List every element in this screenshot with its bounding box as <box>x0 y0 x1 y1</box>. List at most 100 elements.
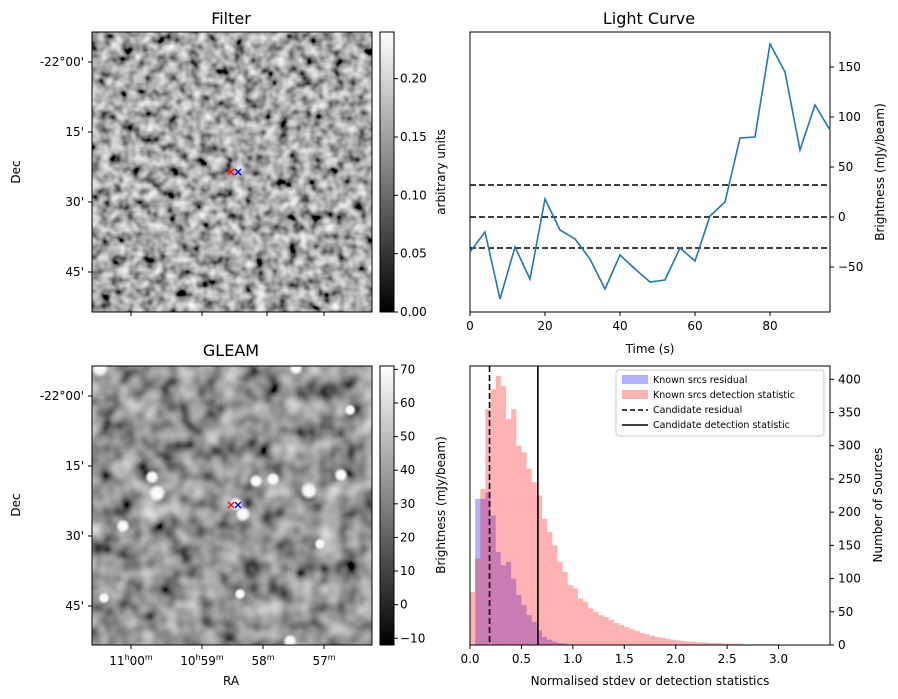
histogram-bar <box>732 643 738 645</box>
gleam-panel: GLEAM -22°00' 15' 30' 45' 11h00m 10h59m 58m 57… <box>9 341 448 688</box>
histogram-bar <box>603 617 609 645</box>
histogram-bar <box>531 621 537 645</box>
gleam-colorbar <box>379 365 395 646</box>
legend-label-residual: Known srcs residual <box>653 375 747 386</box>
dec-tick-label: -22°00' <box>40 389 84 403</box>
histogram-bar <box>536 495 542 645</box>
histogram-bar <box>655 637 661 645</box>
lightcurve-xlabel: Time (s) <box>625 342 675 356</box>
histogram-bar <box>475 498 481 645</box>
gleam-source-blob <box>98 592 110 604</box>
histogram-bar <box>608 619 614 645</box>
histogram-bar <box>500 565 506 645</box>
histogram-bar <box>490 389 496 645</box>
legend-label-candidate-residual: Candidate residual <box>653 405 742 416</box>
lightcurve-x-tick-label: 40 <box>612 319 627 333</box>
gleam-frame <box>91 365 373 646</box>
gleam-source-blob <box>344 404 356 416</box>
colorbar-tick-label: 30 <box>400 497 415 511</box>
histogram-y-tick-label: 200 <box>838 505 861 519</box>
histogram-bar <box>665 639 671 645</box>
histogram-bar <box>619 625 625 645</box>
histogram-bar <box>475 558 481 645</box>
histogram-bar <box>634 631 640 645</box>
histogram-bar <box>639 633 645 645</box>
dec-tick-label: 15' <box>65 125 84 139</box>
lightcurve-threshold-lines <box>470 184 830 249</box>
legend-swatch-detection <box>622 390 648 399</box>
histogram-y-tick-label: 0 <box>838 638 846 652</box>
histogram-bar <box>629 629 635 645</box>
filter-ylabel: Dec <box>9 160 23 183</box>
histogram-legend: Known srcs residual Known srcs detection… <box>615 369 825 437</box>
histogram-x-tick-label: 1.0 <box>563 652 582 666</box>
histogram-bar <box>480 498 486 645</box>
colorbar-tick-label: 0 <box>400 598 408 612</box>
gleam-ylabel: Dec <box>9 493 23 516</box>
lightcurve-panel: Light Curve 0 20 40 60 80 −50 0 50 100 150 Time … <box>466 9 887 356</box>
histogram-y-tick-label: 350 <box>838 406 861 420</box>
histogram-bar <box>506 561 512 645</box>
histogram-bar <box>701 642 707 645</box>
histogram-y-tick-label: 100 <box>838 572 861 586</box>
histogram-bar <box>480 488 486 645</box>
histogram-bar <box>536 630 542 645</box>
histogram-x-tick-label: 1.5 <box>615 652 634 666</box>
lightcurve-y-tick-label: 0 <box>838 210 846 224</box>
gleam-source-blob <box>148 484 166 502</box>
lightcurve-y-ticks: −50 0 50 100 150 <box>830 60 863 274</box>
histogram-bar <box>495 375 501 645</box>
colorbar-tick-label: 0.00 <box>400 305 427 319</box>
histogram-bar <box>562 571 568 645</box>
lightcurve-x-tick-label: 0 <box>466 319 474 333</box>
histogram-bar <box>737 643 743 645</box>
colorbar-tick-label: 20 <box>400 530 415 544</box>
histogram-bar <box>650 635 656 645</box>
lightcurve-x-tick-label: 80 <box>762 319 777 333</box>
colorbar-tick-label: 10 <box>400 564 415 578</box>
dec-tick-label: 15' <box>65 459 84 473</box>
dec-tick-label: -22°00' <box>40 55 84 69</box>
gleam-title: GLEAM <box>203 341 259 360</box>
gleam-marker-red <box>227 501 235 509</box>
histogram-bar <box>686 641 692 645</box>
histogram-bar <box>547 532 553 645</box>
histogram-bar <box>706 643 712 645</box>
histogram-bar <box>675 640 681 645</box>
lightcurve-x-tick-label: 60 <box>687 319 702 333</box>
colorbar-tick-label: 0.15 <box>400 130 427 144</box>
histogram-bar <box>588 608 594 645</box>
histogram-bar <box>716 643 722 645</box>
lightcurve-ylabel: Brightness (mJy/beam) <box>873 103 887 241</box>
histogram-detection-bars <box>470 375 820 645</box>
filter-image <box>92 32 372 312</box>
gleam-xlabel: RA <box>223 674 240 688</box>
histogram-x-ticks: 0.0 0.5 1.0 1.5 2.0 2.5 3.0 <box>460 645 788 666</box>
filter-colorbar-label: arbitrary units <box>434 129 448 215</box>
histogram-bar <box>531 482 537 645</box>
colorbar-tick-label: −10 <box>400 631 425 645</box>
histogram-bar <box>542 637 548 645</box>
histogram-bar <box>583 601 589 645</box>
colorbar-tick-label: 70 <box>400 362 415 376</box>
filter-colorbar-ticks: 0.00 0.05 0.10 0.15 0.20 <box>394 72 427 319</box>
gleam-source-blob <box>266 472 280 486</box>
histogram-bar <box>516 595 522 645</box>
histogram-bar <box>542 518 548 645</box>
gleam-source-blob <box>314 538 326 550</box>
lightcurve-y-tick-label: 50 <box>838 160 853 174</box>
histogram-bar <box>624 627 630 645</box>
histogram-x-tick-label: 2.0 <box>666 652 685 666</box>
filter-marker-red <box>227 168 235 176</box>
gleam-source-blob <box>283 634 297 648</box>
legend-swatch-residual <box>622 375 648 384</box>
colorbar-tick-label: 0.20 <box>400 72 427 86</box>
histogram-bar <box>552 545 558 645</box>
gleam-source-blob <box>229 497 243 511</box>
colorbar-tick-label: 0.10 <box>400 188 427 202</box>
gleam-source-blob <box>116 519 130 533</box>
histogram-bar <box>578 598 584 645</box>
filter-colorbar <box>379 31 395 313</box>
colorbar-tick-label: 60 <box>400 396 415 410</box>
histogram-bar <box>516 445 522 645</box>
